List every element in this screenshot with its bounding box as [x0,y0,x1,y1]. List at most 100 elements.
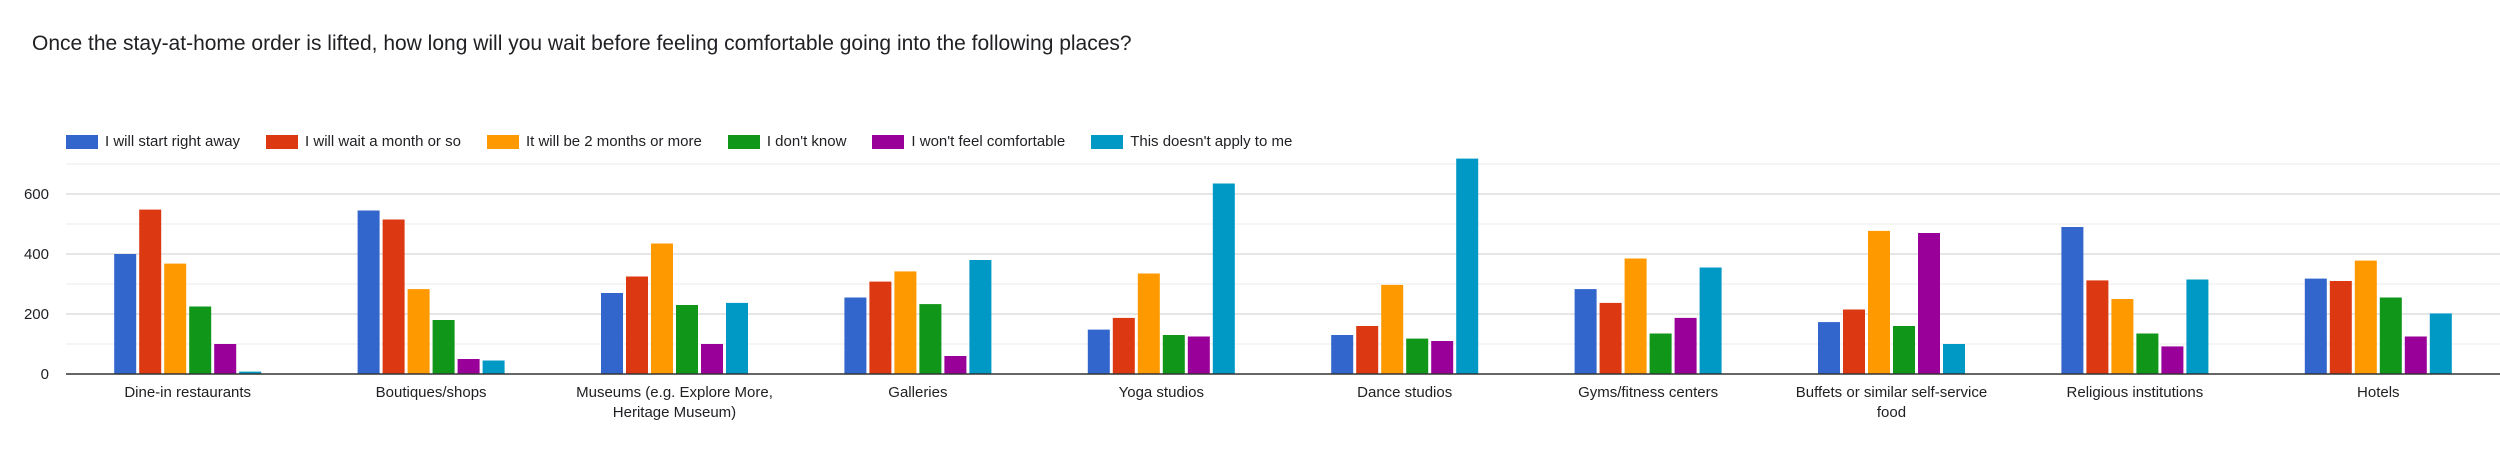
legend-swatch [266,134,299,149]
x-tick-label-line: Dance studios [1357,384,1452,401]
x-tick-label: Hotels [2357,384,2400,401]
x-tick-label-line: Heritage Museum) [613,404,736,421]
bar [944,356,967,374]
bar [2061,227,2084,374]
legend-swatch [872,134,905,149]
legend-item[interactable]: This doesn't apply to me [1091,133,1292,150]
x-tick-label: Buffets or similar self-service food [1796,384,1987,421]
bar [139,209,162,374]
bar [701,344,723,374]
bar [1087,329,1110,374]
legend-item[interactable]: I will wait a month or so [266,133,461,150]
bar [2304,278,2327,374]
bar [1112,317,1135,374]
bar [626,276,648,374]
bar [1699,267,1722,374]
bar [2086,280,2109,374]
bar [2111,299,2134,374]
x-tick-label-line: Boutiques/shops [376,384,487,401]
bar [726,302,748,374]
x-tick-label-line: Religious institutions [2067,384,2204,401]
y-tick-label: 600 [24,186,49,203]
bar [407,289,430,374]
bar [164,263,187,374]
legend-swatch [1091,134,1124,149]
bar [1356,326,1379,374]
bar [844,297,867,374]
bar [1162,335,1185,374]
x-tick-label-line: Hotels [2357,384,2400,401]
bar [1431,341,1454,374]
x-tick-label: Gyms/fitness centers [1578,384,1718,401]
bar [1381,284,1404,374]
bar [2136,333,2159,374]
bar [1918,233,1940,374]
bar [1893,326,1915,374]
legend-swatch [727,134,760,149]
bar [1624,258,1647,374]
x-tick-label-line: Dine-in restaurants [124,384,251,401]
bar [1868,230,1890,374]
bar [869,281,892,374]
bar [239,371,262,374]
legend-label: It will be 2 months or more [525,133,702,150]
bar [482,360,505,374]
legend-label: I don't know [766,133,847,150]
x-tick-label: Dine-in restaurants [124,384,251,401]
bar [2404,336,2427,374]
bar [651,243,673,374]
bar [969,260,992,374]
legend-item[interactable]: It will be 2 months or more [486,133,702,150]
bar [214,344,237,374]
bar [1843,309,1865,374]
bar [601,293,623,374]
bar [919,304,942,374]
bar [1674,317,1697,374]
x-tick-label: Dance studios [1357,384,1452,401]
chart-title: Once the stay-at-home order is lifted, h… [32,32,1132,55]
x-tick-label-line: food [1877,404,1906,421]
legend-swatch [66,134,98,149]
legend-item[interactable]: I will start right away [66,133,240,150]
legend-item[interactable]: I don't know [727,133,847,150]
bar [2329,281,2352,374]
y-tick-label: 200 [24,306,49,323]
bar [2379,297,2402,374]
y-tick-label: 400 [24,246,49,263]
legend-label: This doesn't apply to me [1130,133,1293,150]
bar [382,219,405,374]
bar [676,305,698,374]
bar [1406,338,1429,374]
bar [1818,322,1840,374]
y-tick-label: 0 [41,366,49,383]
x-tick-label-line: Buffets or similar self-service [1796,384,1987,401]
bar [2429,313,2452,374]
bar [1212,183,1235,374]
bar [357,210,380,374]
bar [1599,302,1622,374]
bar [1943,344,1965,374]
bar [1137,273,1160,374]
bar [1574,289,1597,374]
bar [2354,260,2377,374]
bar [432,320,455,374]
x-tick-label-line: Museums (e.g. Explore More, [576,384,773,401]
legend-swatch [486,134,519,149]
x-tick-label: Yoga studios [1119,384,1204,401]
bar [2186,279,2209,374]
bar [189,306,212,374]
bar [894,271,917,374]
bar [1331,335,1354,374]
x-tick-label-line: Gyms/fitness centers [1578,384,1718,401]
x-tick-label-line: Yoga studios [1119,384,1204,401]
legend-item[interactable]: I won't feel comfortable [872,133,1065,150]
bar [1187,336,1210,374]
bar [114,254,137,374]
x-tick-label: Religious institutions [2067,384,2204,401]
bar [1456,158,1479,374]
legend-label: I will start right away [105,133,241,150]
x-tick-label: Galleries [888,384,947,401]
chart-legend: I will start right away I will wait a mon… [66,133,1318,150]
legend-label: I won't feel comfortable [911,133,1066,150]
bar [1649,333,1672,374]
